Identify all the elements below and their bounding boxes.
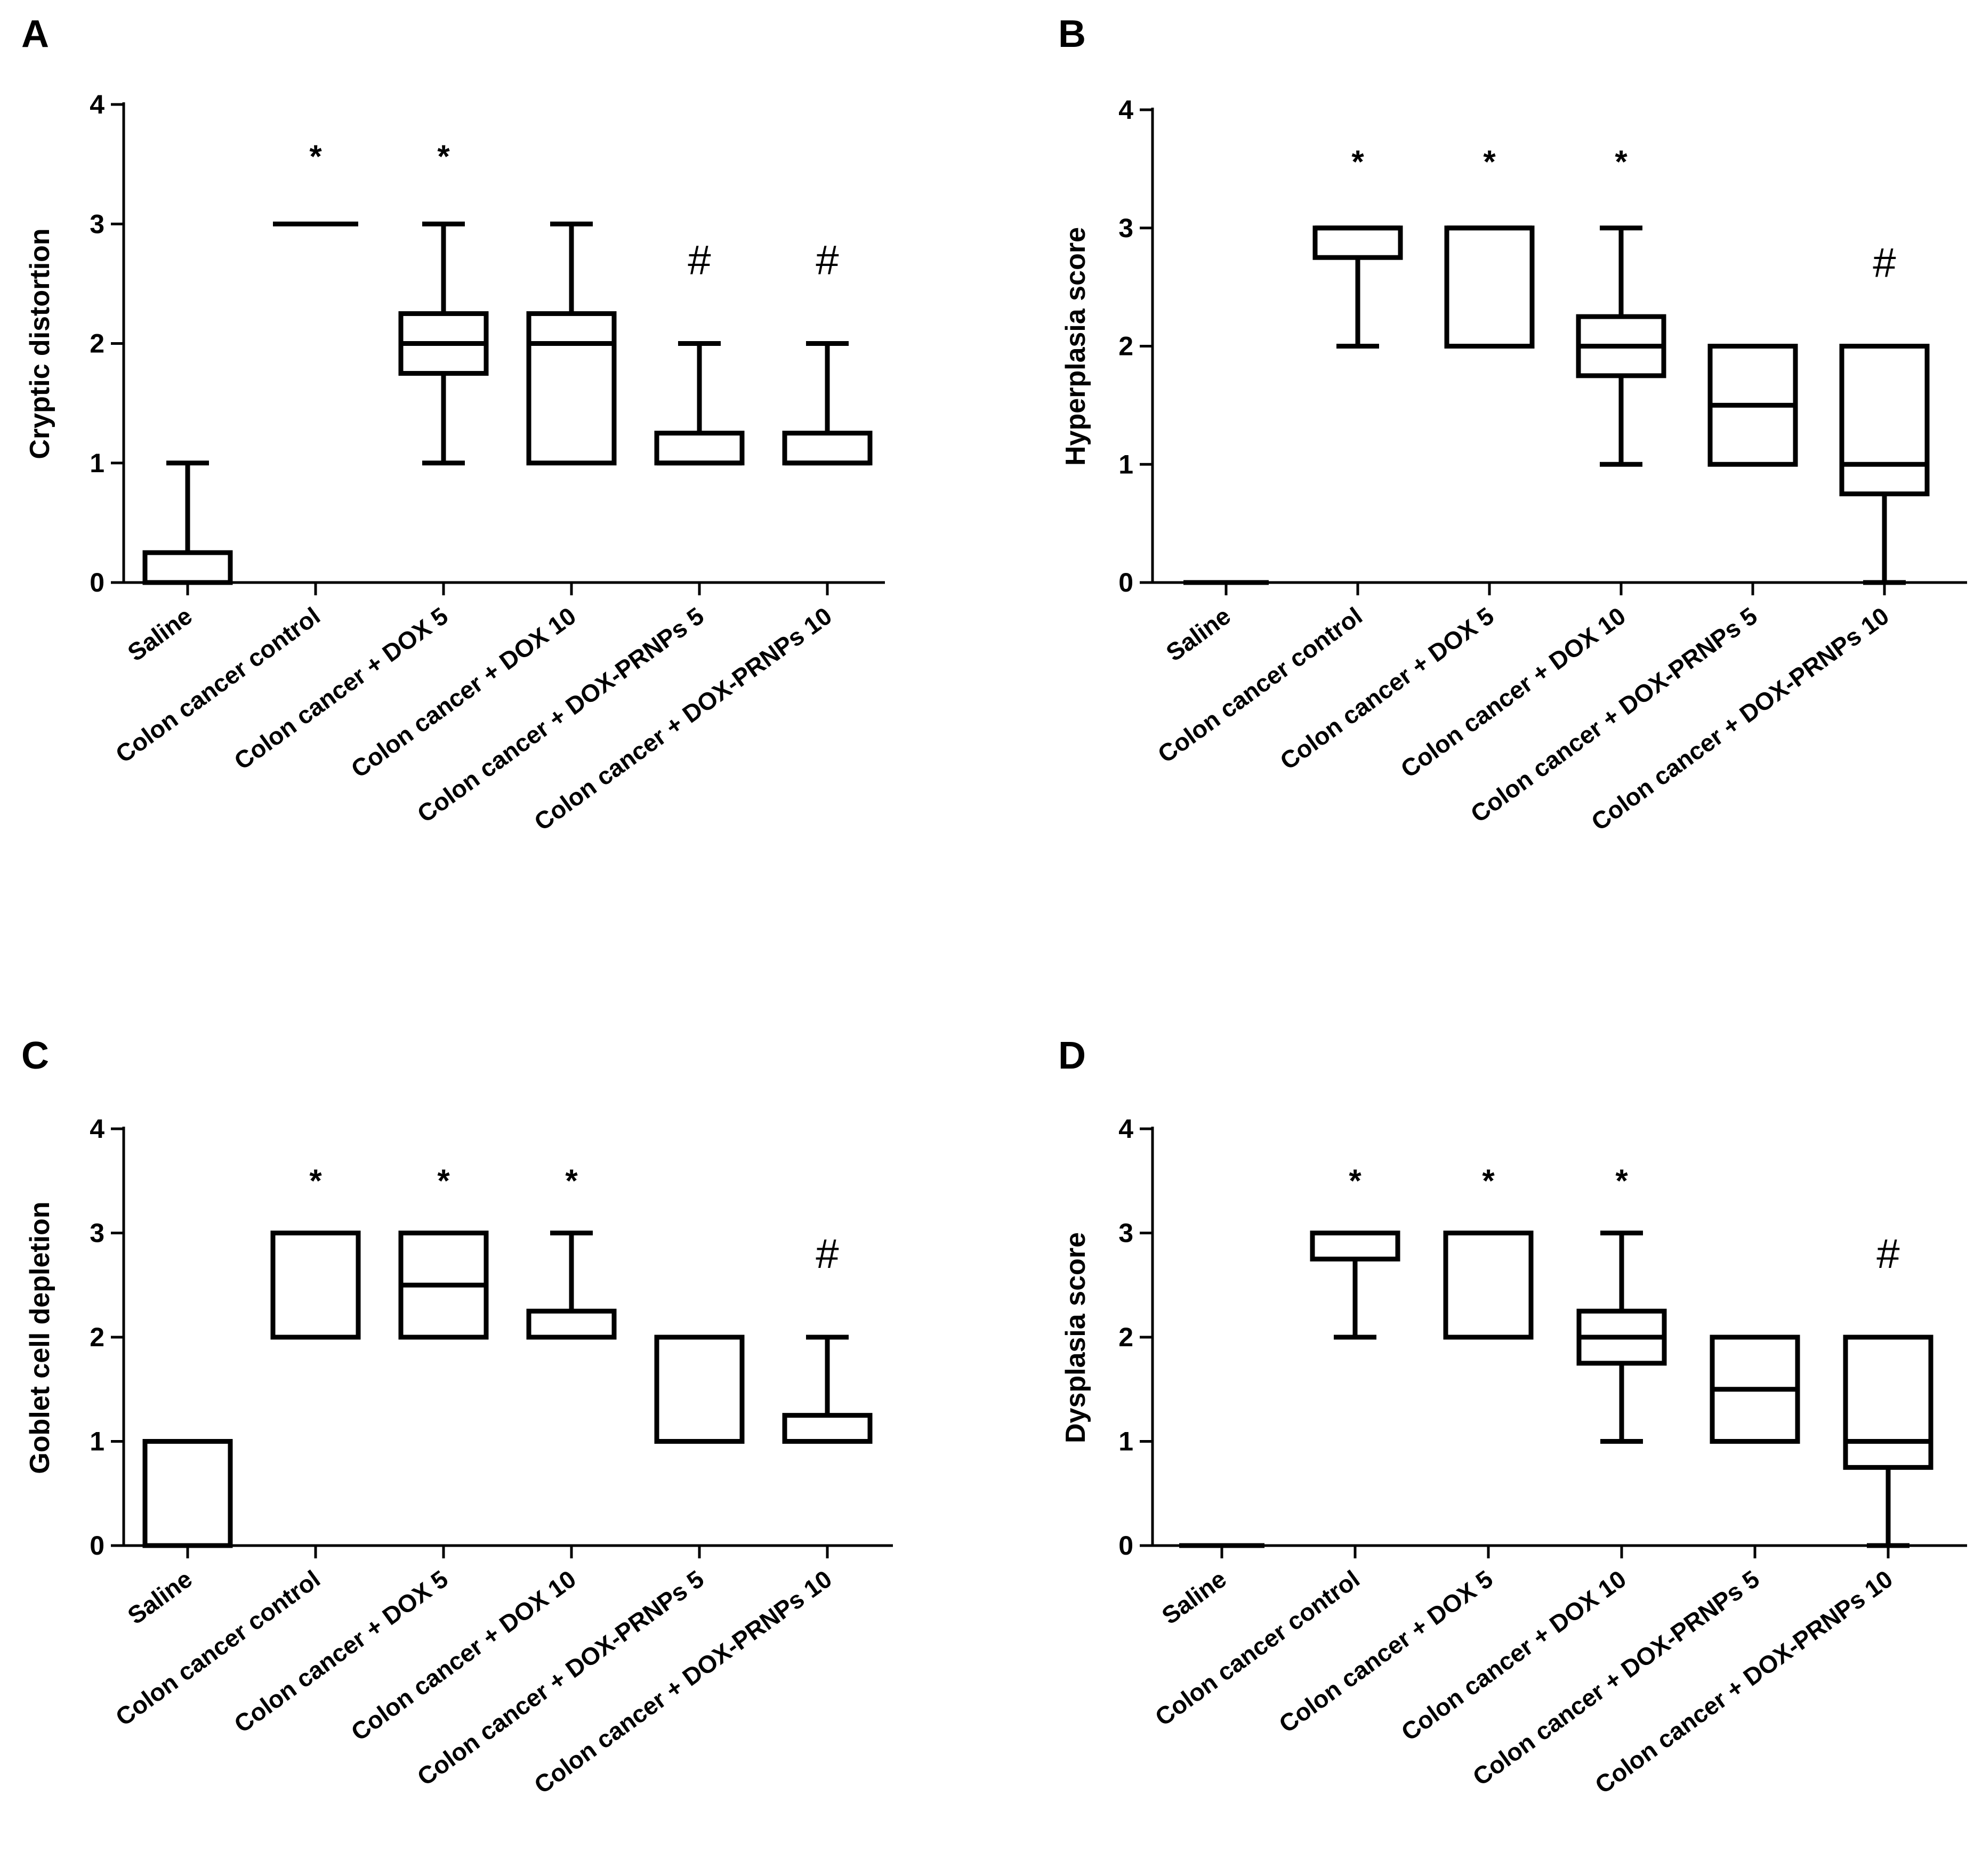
y-tick-label: 4 [90, 90, 104, 119]
significance-star: * [1483, 144, 1496, 180]
x-tick-label: Colon cancer + DOX 10 [1396, 602, 1631, 783]
significance-star: * [1349, 1163, 1361, 1199]
box-plot-mark [142, 460, 233, 585]
box [526, 311, 617, 466]
box [1843, 1335, 1933, 1470]
box-plot-mark [1576, 225, 1666, 467]
y-tick-label: 1 [1118, 1427, 1133, 1457]
panel-letter: A [21, 13, 49, 55]
x-tick-label: Colon cancer + DOX 5 [1274, 1565, 1497, 1738]
x-tick-label: Saline [1157, 1565, 1231, 1630]
box [526, 1308, 617, 1340]
box [1444, 225, 1535, 349]
box [654, 431, 745, 466]
y-tick-label: 2 [90, 329, 104, 359]
box-plot-mark [782, 341, 873, 466]
y-tick-label: 3 [1118, 213, 1133, 243]
box-plot-mark [1576, 1231, 1667, 1444]
y-axis-label: Cryptic distortion [25, 228, 55, 459]
box-plot-mark [1310, 1231, 1400, 1340]
x-tick-label: Saline [1161, 602, 1236, 667]
box-plot-mark [1444, 225, 1535, 349]
box-plot-mark [270, 1231, 361, 1340]
box [270, 1231, 361, 1340]
y-tick-label: 2 [1118, 331, 1133, 361]
box-plot-mark [526, 221, 617, 466]
panel-letter: C [21, 1034, 49, 1077]
box [1443, 1231, 1534, 1340]
significance-star: * [309, 1163, 322, 1199]
significance-hash: # [1873, 239, 1896, 286]
x-tick-label: Colon cancer control [110, 1565, 325, 1731]
significance-hash: # [816, 237, 839, 284]
x-tick-label: Colon cancer + DOX 10 [346, 602, 581, 783]
panel-letter: B [1058, 13, 1086, 55]
y-tick-label: 0 [1118, 568, 1133, 597]
box-plot-mark [398, 221, 489, 466]
x-tick-label: Colon cancer control [110, 602, 325, 768]
box [782, 1413, 873, 1444]
panel-letter: D [1058, 1034, 1086, 1077]
y-tick-label: 1 [1118, 449, 1133, 479]
box-plot-mark [142, 1439, 233, 1548]
y-tick-label: 0 [90, 568, 104, 597]
significance-star: * [1615, 144, 1628, 180]
x-tick-label: Colon cancer + DOX 5 [229, 602, 453, 775]
x-tick-label: Saline [123, 1565, 197, 1630]
significance-star: * [309, 139, 322, 174]
significance-star: * [437, 1163, 450, 1199]
significance-star: * [1482, 1163, 1495, 1199]
y-tick-label: 0 [1118, 1531, 1133, 1560]
x-tick-label: Colon cancer + DOX 5 [229, 1565, 453, 1738]
box-plot-mark [654, 1335, 745, 1444]
chart-panel-d: D 0 1 2 3 4 Dysplasia score Saline Colon cancer … [1058, 1034, 1967, 1799]
box-plot-mark [1843, 1335, 1933, 1548]
box-plot-mark [654, 341, 745, 466]
x-tick-label: Colon cancer + DOX 5 [1275, 602, 1498, 775]
y-axis-label: Goblet cell depletion [25, 1201, 55, 1474]
significance-hash: # [816, 1230, 839, 1277]
box [142, 550, 233, 585]
y-tick-label: 1 [90, 448, 104, 478]
y-tick-label: 3 [90, 1218, 104, 1248]
box [1839, 344, 1930, 497]
y-tick-label: 4 [1118, 95, 1133, 125]
box-plot-mark [1839, 344, 1930, 585]
chart-panel-b: B 0 1 2 3 4 Hyperplasia score Saline Colon cance… [1058, 13, 1967, 836]
box-plot-mark [782, 1335, 873, 1444]
box [782, 431, 873, 466]
x-tick-label: Colon cancer + DOX 10 [346, 1565, 581, 1746]
y-tick-label: 2 [1118, 1322, 1133, 1352]
box-plot-mark [526, 1231, 617, 1340]
box-plot-mark [1707, 344, 1798, 467]
significance-star: * [1351, 144, 1364, 180]
box-plot-mark [1710, 1335, 1800, 1444]
y-tick-label: 2 [90, 1322, 104, 1352]
y-axis-label: Dysplasia score [1060, 1232, 1091, 1443]
y-tick-label: 0 [90, 1531, 104, 1560]
box [654, 1335, 745, 1444]
significance-star: * [565, 1163, 578, 1199]
x-tick-label: Saline [123, 602, 197, 667]
box-plot-mark [1312, 225, 1403, 349]
box [1312, 225, 1403, 260]
significance-hash: # [1876, 1230, 1899, 1277]
box [142, 1439, 233, 1548]
y-tick-label: 4 [90, 1114, 104, 1144]
significance-star: * [1615, 1163, 1628, 1199]
y-tick-label: 3 [1118, 1218, 1133, 1248]
significance-hash: # [688, 237, 711, 284]
significance-star: * [437, 139, 450, 174]
box-plot-mark [398, 1231, 489, 1340]
y-axis-label: Hyperplasia score [1060, 227, 1091, 466]
box-plot-mark [1443, 1231, 1534, 1340]
y-tick-label: 3 [90, 209, 104, 239]
y-tick-label: 4 [1118, 1114, 1133, 1144]
x-tick-label: Colon cancer + DOX 10 [1396, 1565, 1631, 1746]
y-tick-label: 1 [90, 1427, 104, 1457]
box [1310, 1231, 1400, 1262]
